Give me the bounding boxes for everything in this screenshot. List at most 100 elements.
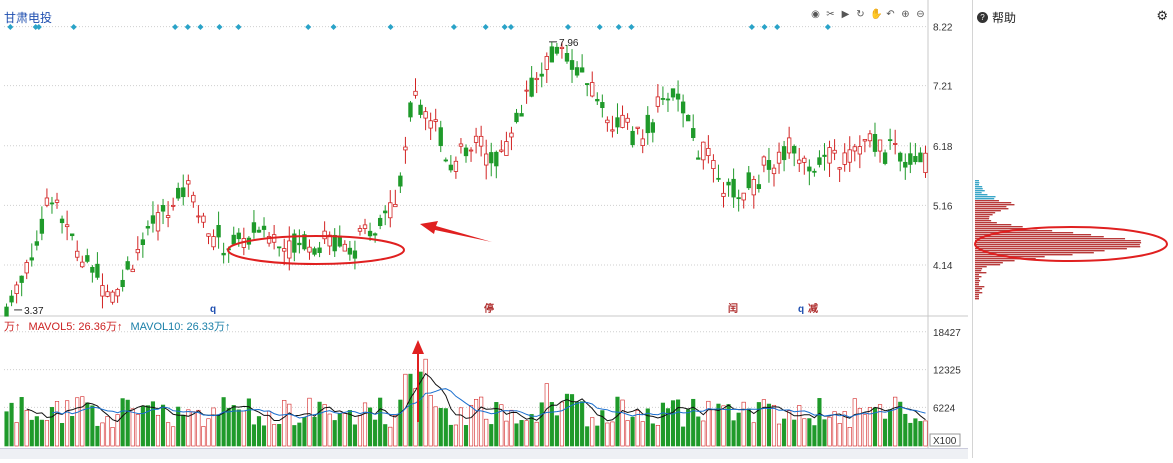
candle-body bbox=[802, 157, 807, 163]
candle bbox=[817, 150, 822, 168]
candle bbox=[312, 246, 317, 257]
candle bbox=[297, 229, 302, 254]
candle bbox=[398, 172, 403, 194]
volume-bar bbox=[24, 410, 29, 447]
candle-body bbox=[292, 233, 297, 253]
chart-area[interactable]: 8.22 7.21 6.18 5.16 4.14 18427 12325 6224 X100 7.… bbox=[0, 0, 968, 459]
chip-bar bbox=[975, 204, 1015, 206]
candle bbox=[670, 88, 676, 101]
volume-bar bbox=[479, 396, 484, 447]
signal-diamond bbox=[774, 24, 781, 30]
kline-chart[interactable]: 8.22 7.21 6.18 5.16 4.14 18427 12325 6224 X100 7.… bbox=[0, 0, 968, 458]
volume-bar bbox=[216, 414, 221, 447]
volume-bar bbox=[378, 397, 383, 447]
candle bbox=[186, 174, 191, 198]
volume-bar bbox=[888, 409, 893, 447]
candle-body bbox=[574, 67, 580, 76]
candle bbox=[504, 131, 509, 156]
candle bbox=[706, 135, 711, 164]
candle bbox=[877, 139, 883, 163]
candle bbox=[781, 140, 787, 172]
candle bbox=[610, 115, 615, 138]
candle bbox=[342, 240, 347, 252]
volume-bar bbox=[509, 409, 514, 447]
volume-bar bbox=[827, 416, 832, 447]
volume-bar bbox=[398, 399, 403, 447]
signal-diamond bbox=[32, 24, 39, 30]
candle-body bbox=[635, 126, 640, 129]
volume-bar bbox=[771, 404, 777, 447]
volume-bar bbox=[448, 424, 453, 447]
candle bbox=[231, 226, 236, 246]
volume-bar bbox=[367, 407, 373, 447]
play-icon[interactable]: ▶ bbox=[841, 9, 850, 20]
candle bbox=[766, 147, 772, 183]
candle-body bbox=[680, 101, 686, 114]
candle-body bbox=[49, 202, 55, 205]
candle-body bbox=[463, 147, 469, 157]
refresh-icon[interactable]: ↻ bbox=[856, 9, 865, 20]
candle-body bbox=[807, 166, 812, 172]
chip-bar bbox=[975, 298, 979, 300]
hand-icon[interactable]: ✋ bbox=[870, 9, 883, 20]
candle bbox=[786, 126, 792, 159]
volume-bar bbox=[251, 424, 257, 447]
candle-body bbox=[872, 134, 878, 152]
candle-body bbox=[923, 152, 928, 173]
volume-bar bbox=[605, 422, 610, 447]
candle-body bbox=[857, 146, 863, 155]
candle-body bbox=[726, 181, 731, 186]
zoom-out-icon[interactable]: ⊖ bbox=[916, 9, 925, 20]
candle-body bbox=[211, 236, 216, 248]
scissors-icon[interactable]: ✂ bbox=[826, 9, 835, 20]
volume-bar bbox=[625, 420, 630, 447]
candle-body bbox=[675, 93, 681, 100]
volume-bar bbox=[600, 410, 605, 447]
candle-body bbox=[54, 199, 60, 203]
bottom-tab-bar[interactable] bbox=[0, 448, 968, 459]
gear-icon[interactable]: ⚙ bbox=[1156, 8, 1168, 23]
eye-icon[interactable]: ◉ bbox=[811, 9, 820, 20]
candle bbox=[110, 290, 115, 305]
candle-body bbox=[544, 56, 549, 70]
candle bbox=[564, 45, 570, 64]
candle bbox=[80, 255, 85, 269]
candle bbox=[322, 221, 327, 244]
candle-body bbox=[388, 202, 393, 219]
volume-bar bbox=[135, 414, 140, 447]
chip-annotation-ellipse bbox=[974, 226, 1168, 262]
candle-body bbox=[812, 170, 817, 173]
candle-body bbox=[640, 138, 645, 146]
candle bbox=[64, 210, 70, 241]
volume-bar bbox=[125, 399, 130, 447]
price-tick-label: 4.14 bbox=[933, 261, 953, 272]
volume-bar bbox=[282, 399, 287, 447]
candle bbox=[509, 126, 514, 151]
undo-icon[interactable]: ↶ bbox=[886, 9, 895, 20]
volume-bar bbox=[413, 388, 418, 447]
help-icon[interactable]: ? bbox=[977, 11, 988, 23]
candle bbox=[802, 155, 807, 175]
candle bbox=[463, 144, 469, 163]
candle bbox=[539, 62, 544, 88]
volume-bar bbox=[701, 420, 706, 447]
candle-body bbox=[837, 167, 842, 170]
candle-body bbox=[746, 172, 751, 189]
candle bbox=[893, 129, 898, 155]
zoom-in-icon[interactable]: ⊕ bbox=[901, 9, 910, 20]
volume-bar bbox=[761, 399, 766, 447]
signal-diamond bbox=[197, 24, 204, 30]
help-header[interactable]: ? 帮助 bbox=[977, 8, 1016, 26]
candle bbox=[569, 49, 575, 83]
unit-box bbox=[929, 433, 961, 447]
chip-bar bbox=[975, 248, 1127, 250]
candle-body bbox=[165, 215, 171, 218]
candle bbox=[277, 246, 282, 257]
chip-bar bbox=[975, 208, 1009, 210]
signal-diamond bbox=[305, 24, 312, 30]
candle bbox=[620, 105, 625, 129]
candle-body bbox=[19, 275, 24, 283]
chip-bar bbox=[975, 268, 983, 270]
volume-bar bbox=[206, 418, 211, 447]
candle bbox=[448, 155, 454, 173]
